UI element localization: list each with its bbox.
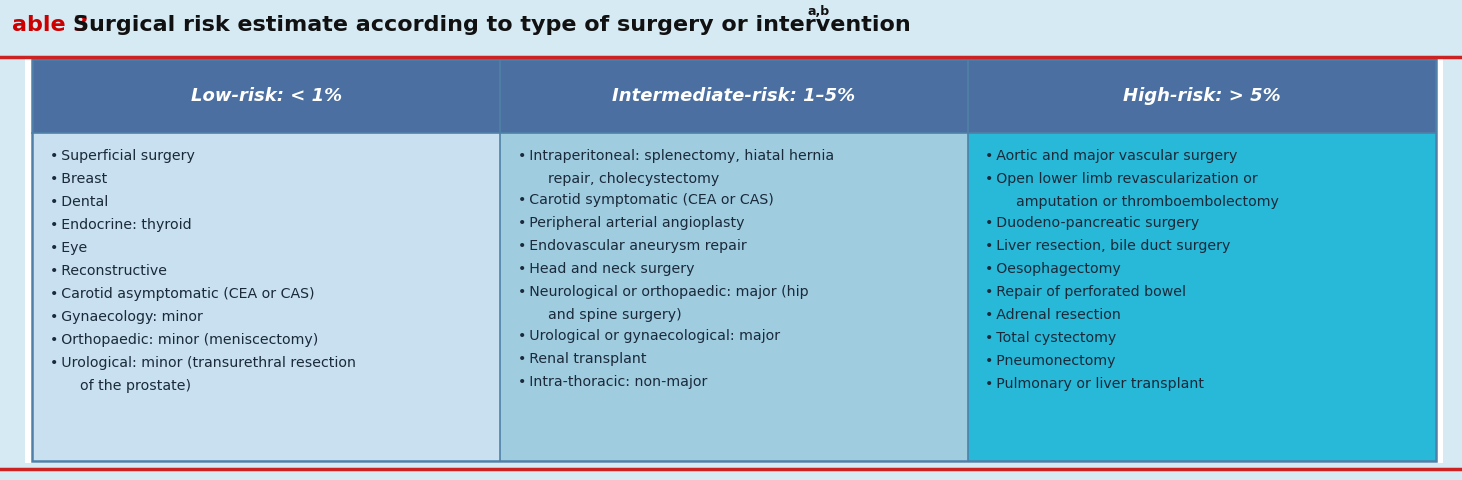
- Text: • Duodeno-pancreatic surgery: • Duodeno-pancreatic surgery: [985, 216, 1200, 230]
- Text: • Total cystectomy: • Total cystectomy: [985, 331, 1117, 345]
- Text: Surgical risk estimate according to type of surgery or intervention: Surgical risk estimate according to type…: [73, 15, 911, 35]
- Text: • Orthopaedic: minor (meniscectomy): • Orthopaedic: minor (meniscectomy): [50, 333, 317, 347]
- Text: • Endovascular aneurysm repair: • Endovascular aneurysm repair: [518, 239, 746, 253]
- Text: Intermediate-risk: 1–5%: Intermediate-risk: 1–5%: [613, 87, 855, 105]
- Text: and spine surgery): and spine surgery): [548, 308, 681, 322]
- Text: • Intraperitoneal: splenectomy, hiatal hernia: • Intraperitoneal: splenectomy, hiatal h…: [518, 149, 833, 163]
- Text: • Superficial surgery: • Superficial surgery: [50, 149, 194, 163]
- Text: of the prostate): of the prostate): [80, 379, 192, 393]
- Text: High-risk: > 5%: High-risk: > 5%: [1123, 87, 1281, 105]
- Text: • Carotid asymptomatic (CEA or CAS): • Carotid asymptomatic (CEA or CAS): [50, 287, 314, 301]
- Text: able 3: able 3: [12, 15, 88, 35]
- Text: • Repair of perforated bowel: • Repair of perforated bowel: [985, 285, 1186, 299]
- Text: • Neurological or orthopaedic: major (hip: • Neurological or orthopaedic: major (hi…: [518, 285, 808, 299]
- Text: repair, cholecystectomy: repair, cholecystectomy: [548, 172, 719, 186]
- Text: • Intra-thoracic: non-major: • Intra-thoracic: non-major: [518, 375, 708, 389]
- FancyBboxPatch shape: [500, 133, 968, 461]
- Text: • Aortic and major vascular surgery: • Aortic and major vascular surgery: [985, 149, 1238, 163]
- Text: • Renal transplant: • Renal transplant: [518, 352, 646, 366]
- Text: • Oesophagectomy: • Oesophagectomy: [985, 262, 1121, 276]
- Text: • Eye: • Eye: [50, 241, 86, 255]
- FancyBboxPatch shape: [25, 57, 1443, 463]
- Text: • Liver resection, bile duct surgery: • Liver resection, bile duct surgery: [985, 239, 1231, 253]
- Text: • Head and neck surgery: • Head and neck surgery: [518, 262, 694, 276]
- FancyBboxPatch shape: [968, 133, 1436, 461]
- Text: • Endocrine: thyroid: • Endocrine: thyroid: [50, 218, 192, 232]
- Text: • Carotid symptomatic (CEA or CAS): • Carotid symptomatic (CEA or CAS): [518, 193, 773, 207]
- Text: • Gynaecology: minor: • Gynaecology: minor: [50, 310, 203, 324]
- Text: Low-risk: < 1%: Low-risk: < 1%: [190, 87, 342, 105]
- Text: • Urological or gynaecological: major: • Urological or gynaecological: major: [518, 329, 779, 343]
- Text: • Open lower limb revascularization or: • Open lower limb revascularization or: [985, 172, 1259, 186]
- Text: amputation or thromboembolectomy: amputation or thromboembolectomy: [1016, 195, 1279, 209]
- Text: • Pneumonectomy: • Pneumonectomy: [985, 354, 1116, 368]
- FancyBboxPatch shape: [32, 133, 500, 461]
- Text: • Breast: • Breast: [50, 172, 107, 186]
- Text: a,b: a,b: [807, 5, 829, 18]
- FancyBboxPatch shape: [968, 59, 1436, 133]
- Text: • Adrenal resection: • Adrenal resection: [985, 308, 1121, 322]
- Text: • Dental: • Dental: [50, 195, 108, 209]
- Text: • Reconstructive: • Reconstructive: [50, 264, 167, 278]
- FancyBboxPatch shape: [32, 59, 500, 133]
- Text: • Peripheral arterial angioplasty: • Peripheral arterial angioplasty: [518, 216, 744, 230]
- FancyBboxPatch shape: [500, 59, 968, 133]
- Text: • Pulmonary or liver transplant: • Pulmonary or liver transplant: [985, 377, 1205, 391]
- Text: • Urological: minor (transurethral resection: • Urological: minor (transurethral resec…: [50, 356, 355, 370]
